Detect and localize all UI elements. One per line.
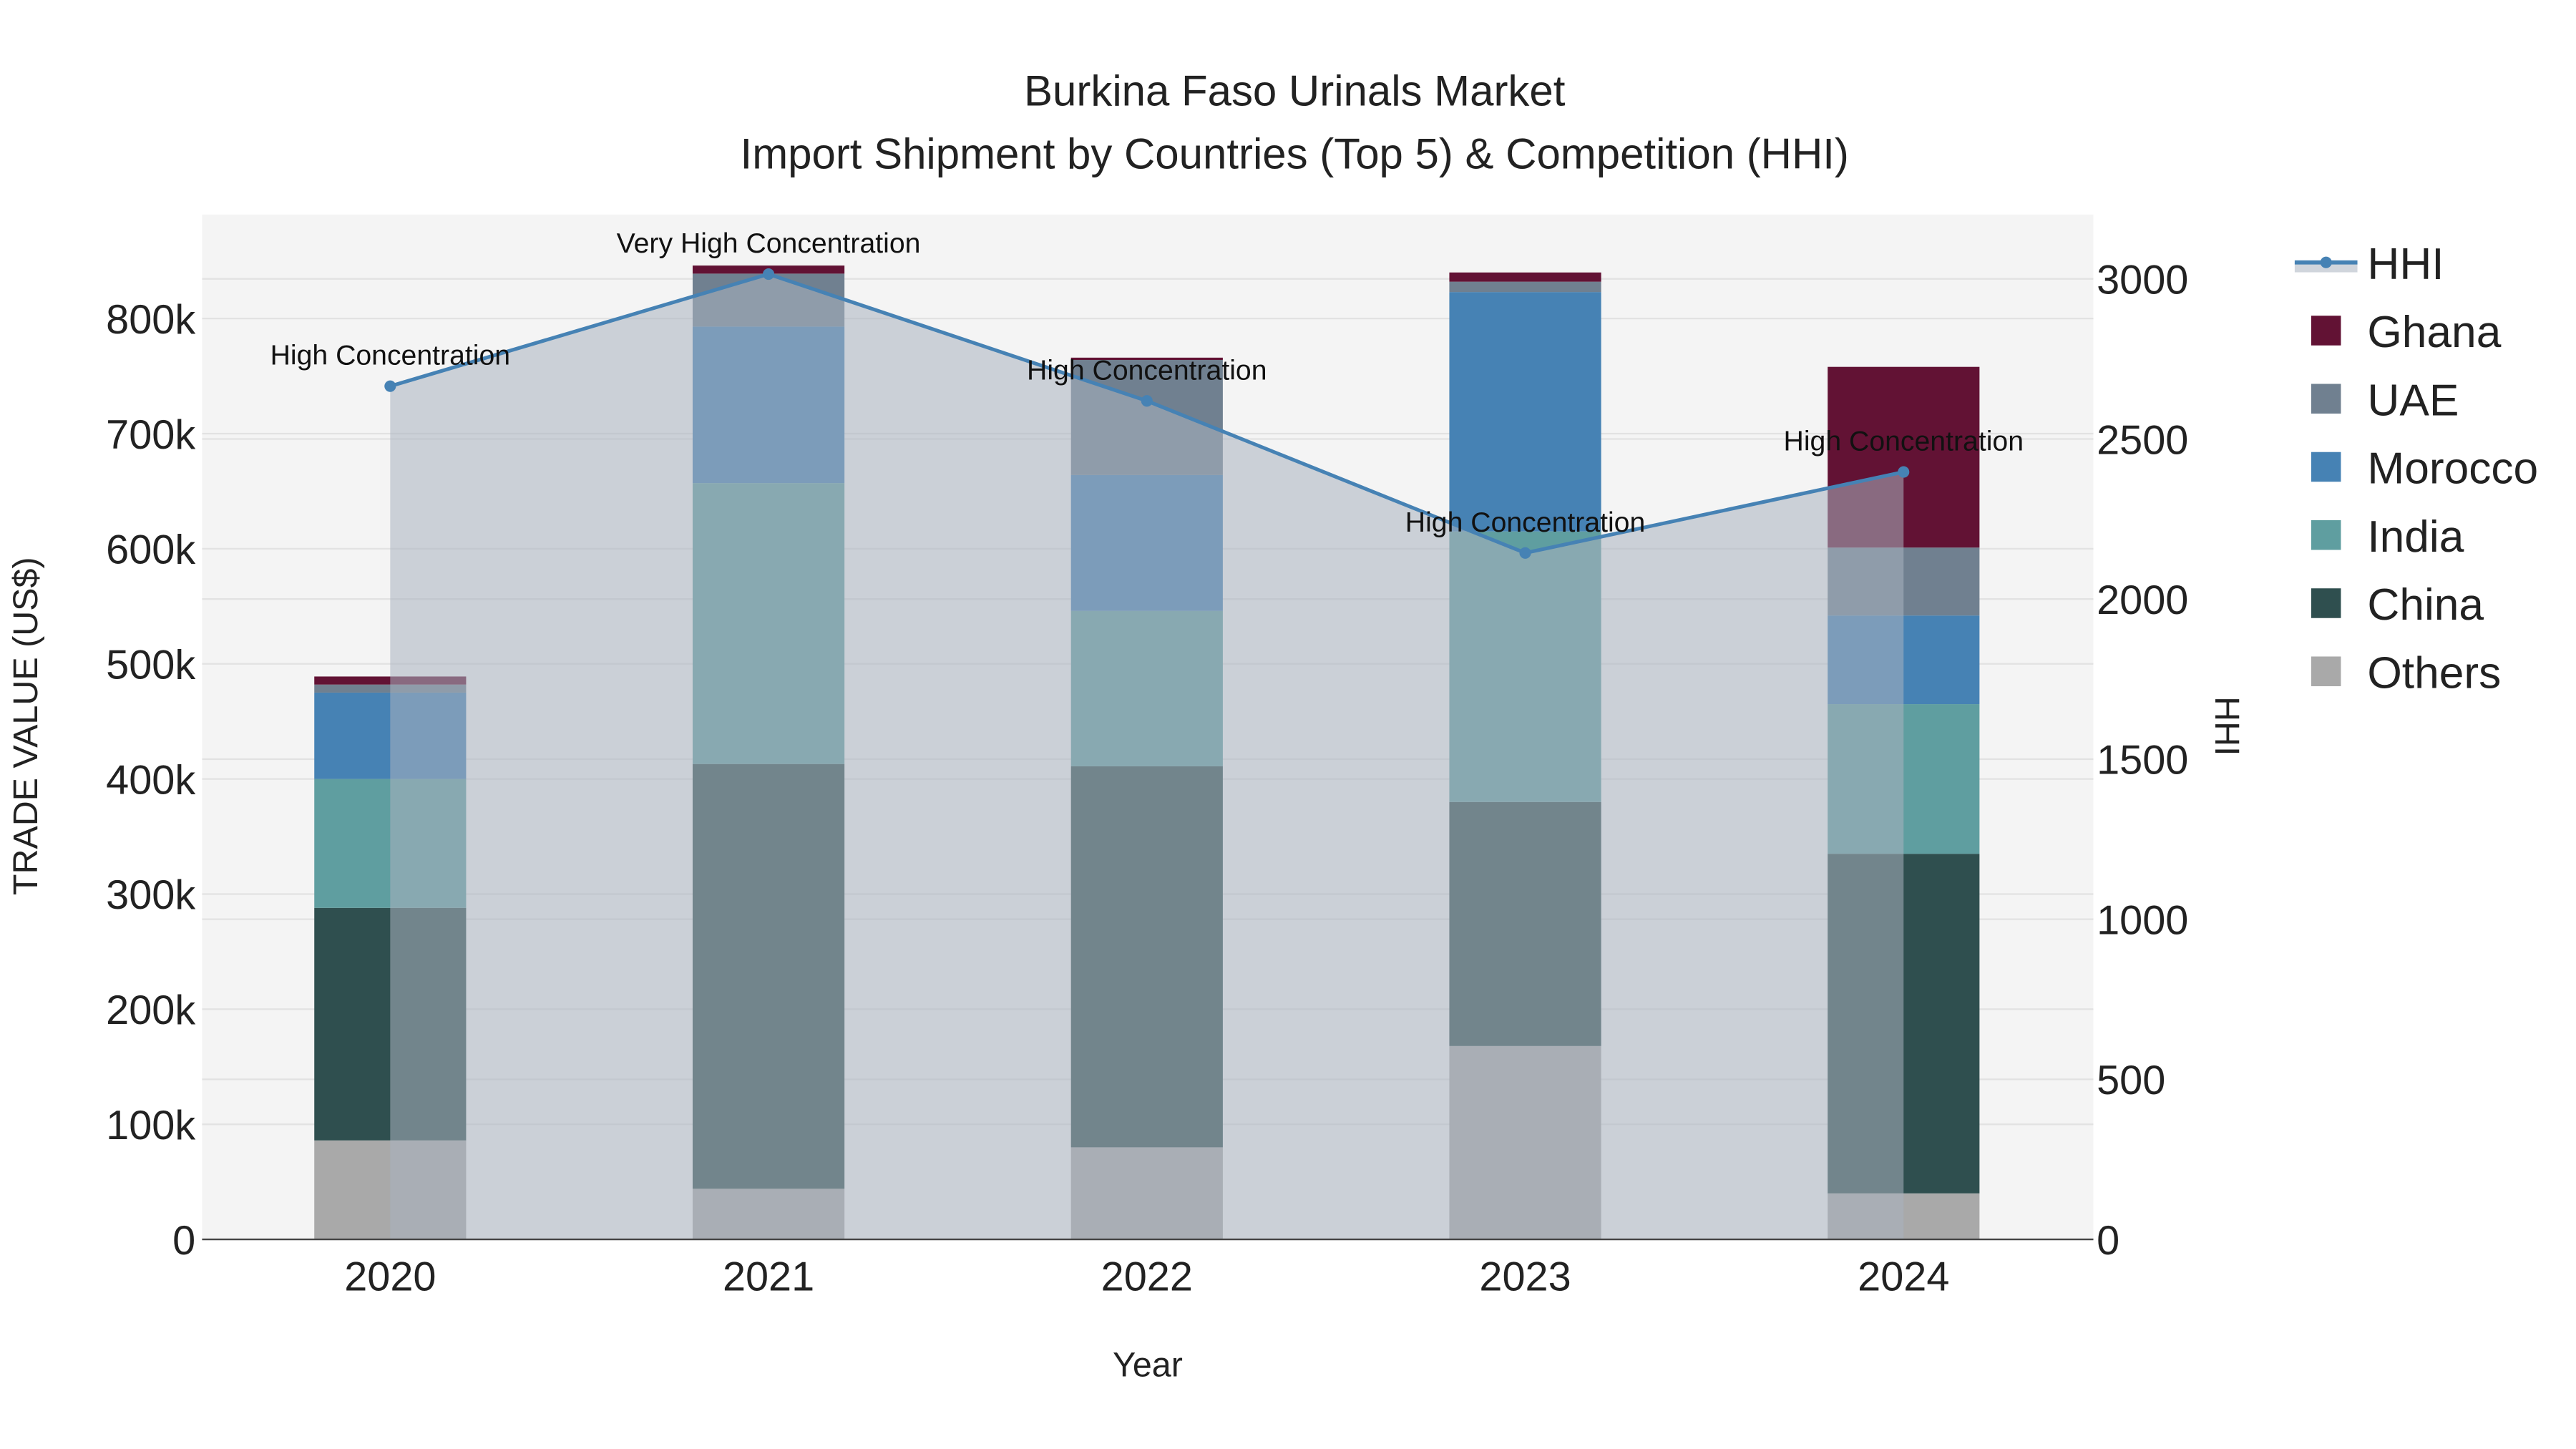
legend-swatch xyxy=(2311,588,2341,618)
y-tick-label: 700k xyxy=(106,412,195,458)
hhi-point-2023[interactable] xyxy=(1519,547,1531,559)
legend-item-china[interactable]: China xyxy=(2311,580,2484,630)
y2-tick-label: 500 xyxy=(2097,1058,2165,1103)
x-tick-label: 2023 xyxy=(1479,1254,1571,1300)
y-tick-label: 300k xyxy=(106,872,195,918)
y2-axis-ticks: 0 500 1000 1500 2000 2500 3000 xyxy=(2097,258,2188,1264)
legend-label: Others xyxy=(2367,648,2501,698)
x-tick-label: 2021 xyxy=(723,1254,814,1300)
legend-item-others[interactable]: Others xyxy=(2311,648,2501,698)
hhi-annotation: High Concentration xyxy=(1027,355,1267,386)
x-axis-ticks: 2020 2021 2022 2023 2024 xyxy=(344,1254,1949,1300)
legend-hhi-marker-icon xyxy=(2320,256,2332,268)
x-tick-label: 2020 xyxy=(344,1254,436,1300)
legend-label: India xyxy=(2367,512,2464,562)
legend-label: UAE xyxy=(2367,376,2459,425)
legend-swatch xyxy=(2311,316,2341,346)
chart-title: Burkina Faso Urinals Market xyxy=(1024,67,1566,115)
y-axis-ticks: 0 100k 200k 300k 400k 500k 600k 700k 800k xyxy=(106,297,195,1264)
y-axis-label: TRADE VALUE (US$) xyxy=(6,557,45,895)
y2-tick-label: 0 xyxy=(2097,1218,2119,1264)
y-tick-label: 400k xyxy=(106,757,195,803)
legend-label: China xyxy=(2367,580,2484,630)
legend-swatch xyxy=(2311,519,2341,550)
x-tick-label: 2024 xyxy=(1858,1254,1949,1300)
hhi-annotation: High Concentration xyxy=(1405,507,1645,538)
legend-swatch xyxy=(2311,452,2341,482)
y-tick-label: 500k xyxy=(106,642,195,688)
legend-swatch xyxy=(2311,384,2341,414)
legend-item-morocco[interactable]: Morocco xyxy=(2311,444,2538,494)
hhi-annotation: High Concentration xyxy=(1784,426,2024,457)
legend-item-uae[interactable]: UAE xyxy=(2311,376,2459,425)
legend-item-hhi[interactable]: HHI xyxy=(2294,240,2444,289)
bar-uae-2023[interactable] xyxy=(1449,281,1601,293)
hhi-area xyxy=(390,274,1904,1240)
x-axis-label: Year xyxy=(1113,1346,1183,1385)
y-tick-label: 200k xyxy=(106,987,195,1033)
x-tick-label: 2022 xyxy=(1101,1254,1193,1300)
hhi-point-2022[interactable] xyxy=(1141,395,1153,407)
hhi-point-2021[interactable] xyxy=(762,268,775,280)
y2-tick-label: 2500 xyxy=(2097,417,2188,463)
y2-tick-label: 3000 xyxy=(2097,258,2188,303)
hhi-series: High Concentration Very High Concentratio… xyxy=(270,228,2024,1240)
hhi-point-2020[interactable] xyxy=(384,380,396,392)
legend: HHI Ghana UAE Morocco India China Others xyxy=(2294,240,2538,698)
bar-morocco-2023[interactable] xyxy=(1449,292,1601,532)
legend-item-ghana[interactable]: Ghana xyxy=(2311,308,2502,357)
y-tick-label: 600k xyxy=(106,527,195,573)
hhi-point-2024[interactable] xyxy=(1898,466,1910,478)
y-tick-label: 100k xyxy=(106,1103,195,1148)
y-tick-label: 0 xyxy=(172,1218,195,1264)
legend-swatch xyxy=(2311,656,2341,686)
y2-tick-label: 2000 xyxy=(2097,577,2188,623)
hhi-annotation: Very High Concentration xyxy=(617,228,921,259)
y2-axis-label: HHI xyxy=(2207,696,2246,756)
legend-label: HHI xyxy=(2367,240,2444,289)
y2-tick-label: 1000 xyxy=(2097,897,2188,943)
chart-subtitle: Import Shipment by Countries (Top 5) & C… xyxy=(741,130,1849,177)
legend-label: Morocco xyxy=(2367,444,2538,494)
legend-label: Ghana xyxy=(2367,308,2501,357)
bar-ghana-2023[interactable] xyxy=(1449,272,1601,282)
hhi-annotation: High Concentration xyxy=(270,341,510,371)
y2-tick-label: 1500 xyxy=(2097,738,2188,784)
bar-ghana-2022[interactable] xyxy=(1070,357,1223,361)
y-tick-label: 800k xyxy=(106,297,195,343)
legend-item-india[interactable]: India xyxy=(2311,512,2464,562)
